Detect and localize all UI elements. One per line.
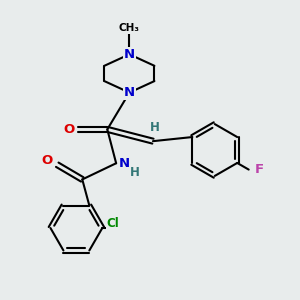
- Text: CH₃: CH₃: [119, 23, 140, 33]
- Text: O: O: [42, 154, 53, 167]
- Text: N: N: [119, 157, 130, 170]
- Text: O: O: [63, 123, 74, 136]
- Text: H: H: [149, 122, 159, 134]
- Text: Cl: Cl: [107, 217, 120, 230]
- Text: H: H: [130, 166, 140, 179]
- Text: N: N: [124, 48, 135, 61]
- Text: N: N: [124, 86, 135, 99]
- Text: F: F: [255, 163, 264, 176]
